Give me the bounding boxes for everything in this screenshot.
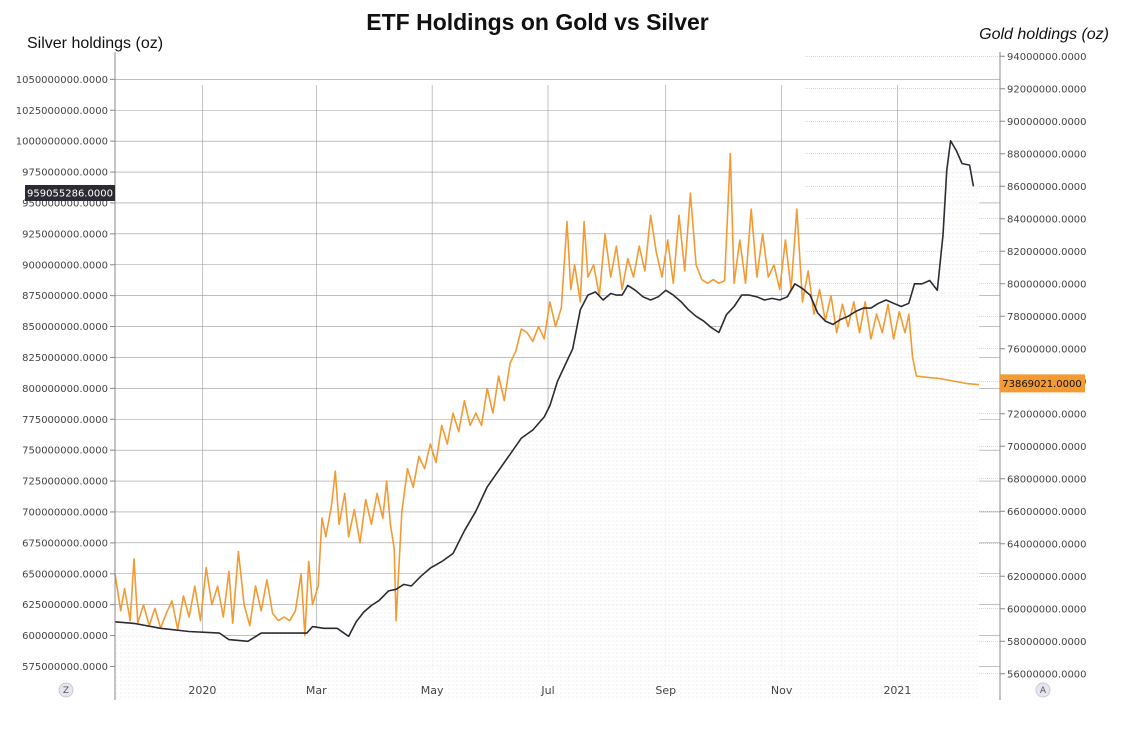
right-axis-label: Gold holdings (oz)	[979, 26, 1109, 43]
left-tick-label: 700000000.0000	[22, 507, 108, 518]
gold-last-value-tag	[1000, 374, 1085, 393]
left-tick-label: 625000000.0000	[22, 600, 108, 611]
left-tick-label: 750000000.0000	[22, 446, 108, 457]
silver-series-line	[114, 152, 980, 637]
right-tick-label: 68000000.0000	[1007, 474, 1087, 485]
right-tick-label: 56000000.0000	[1007, 669, 1087, 680]
right-tick-label: 70000000.0000	[1007, 442, 1087, 453]
right-tick-label: 82000000.0000	[1007, 247, 1087, 258]
gold-area	[115, 140, 980, 701]
left-tick-label: 725000000.0000	[22, 477, 108, 488]
right-tick-label: 94000000.0000	[1007, 52, 1087, 63]
left-tick-label: 975000000.0000	[22, 168, 108, 179]
x-tick-label: 2021	[883, 684, 911, 697]
right-tick-label: 60000000.0000	[1007, 604, 1087, 615]
left-tick-label: 925000000.0000	[22, 229, 108, 240]
series-lines	[114, 140, 980, 643]
x-tick-label: 2020	[188, 684, 216, 697]
x-tick-label: Sep	[655, 684, 676, 697]
left-tick-label: 875000000.0000	[22, 291, 108, 302]
left-axis-label: Silver holdings (oz)	[27, 35, 164, 52]
x-tick-label: Mar	[306, 684, 327, 697]
left-tick-label: 825000000.0000	[22, 353, 108, 364]
corner-button-label: A	[1040, 686, 1047, 696]
chart-title: ETF Holdings on Gold vs Silver	[366, 9, 709, 35]
left-tick-label: 900000000.0000	[22, 260, 108, 271]
left-tick-label: 775000000.0000	[22, 415, 108, 426]
right-tick-label: 86000000.0000	[1007, 182, 1087, 193]
auto-scale-corner-button[interactable]: A	[1035, 682, 1051, 698]
left-tick-label: 575000000.0000	[22, 662, 108, 673]
x-tick-label: May	[421, 684, 444, 697]
left-tick-label: 600000000.0000	[22, 631, 108, 642]
right-tick-label: 76000000.0000	[1007, 344, 1087, 355]
right-tick-label: 90000000.0000	[1007, 117, 1087, 128]
corner-button-bg	[1035, 682, 1051, 698]
right-tick-label: 78000000.0000	[1007, 312, 1087, 323]
left-tick-label: 1025000000.0000	[16, 106, 108, 117]
gold-series-line	[114, 140, 975, 643]
gold-last-value: 73869021.0000	[1002, 379, 1082, 390]
left-tick-label: 1050000000.0000	[16, 75, 108, 86]
right-tick-label: 66000000.0000	[1007, 507, 1087, 518]
zoom-corner-button[interactable]: Z	[58, 682, 74, 698]
corner-button-bg	[58, 682, 74, 698]
left-tick-label: 1000000000.0000	[16, 137, 108, 148]
right-tick-label: 88000000.0000	[1007, 149, 1087, 160]
value-tags: 959055286.0000 73869021.0000	[25, 185, 1085, 393]
right-tick-label: 84000000.0000	[1007, 214, 1087, 225]
left-tick-label: 650000000.0000	[22, 569, 108, 580]
right-tick-label: 62000000.0000	[1007, 572, 1087, 583]
corner-button-label: Z	[63, 686, 69, 696]
right-tick-label: 64000000.0000	[1007, 539, 1087, 550]
silver-last-value: 959055286.0000	[27, 189, 113, 200]
left-tick-label: 850000000.0000	[22, 322, 108, 333]
left-tick-label: 675000000.0000	[22, 538, 108, 549]
right-tick-label: 58000000.0000	[1007, 637, 1087, 648]
right-tick-label: 92000000.0000	[1007, 84, 1087, 95]
gold-area-fill	[115, 140, 980, 701]
right-tick-label: 80000000.0000	[1007, 279, 1087, 290]
x-tick-label: Nov	[771, 684, 793, 697]
x-tick-label: Jul	[540, 684, 554, 697]
left-tick-label: 800000000.0000	[22, 384, 108, 395]
right-tick-label: 72000000.0000	[1007, 409, 1087, 420]
left-tick-label: 950000000.0000	[22, 198, 108, 209]
silver-last-value-tag	[25, 185, 115, 201]
